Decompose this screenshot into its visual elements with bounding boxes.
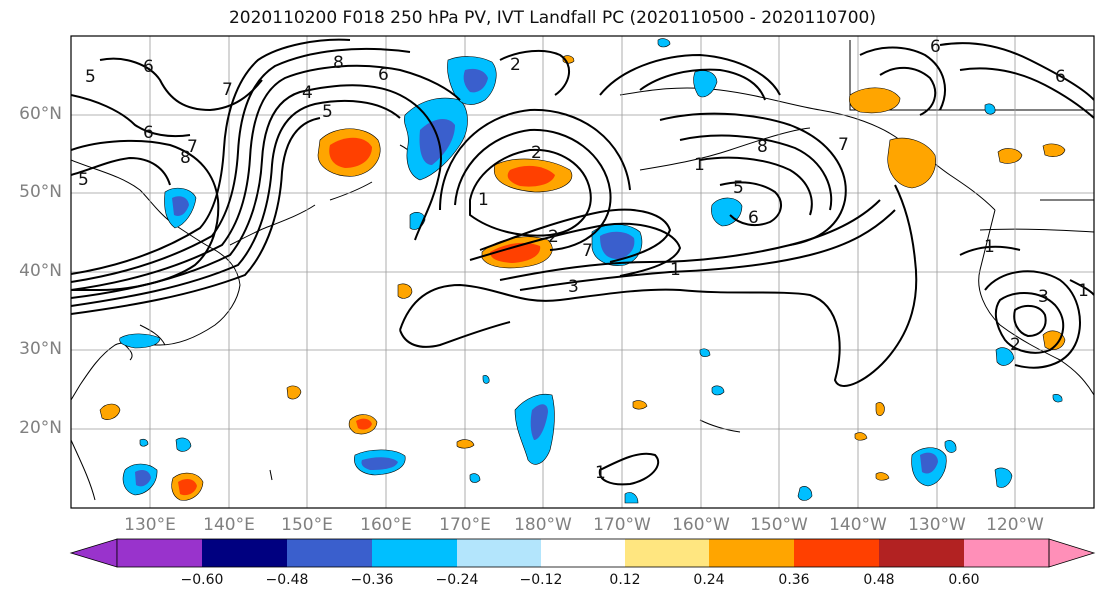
contour-label: 5 xyxy=(733,178,744,198)
contour-label: 7 xyxy=(187,137,198,157)
contour-label: 1 xyxy=(984,237,995,257)
contour-label: 8 xyxy=(180,148,191,168)
colorbar-segment xyxy=(964,539,1049,567)
lat-label-40n: 40°N xyxy=(19,261,62,281)
lat-label-50n: 50°N xyxy=(19,182,62,202)
colorbar-tick-label: −0.36 xyxy=(350,572,394,588)
map-title: 2020110200 F018 250 hPa PV, IVT Landfall… xyxy=(228,8,876,28)
contour-label: 1 xyxy=(478,190,489,210)
lon-label-120w: 120°W xyxy=(986,515,1044,535)
lon-label-170w: 170°W xyxy=(593,515,651,535)
contour-label: 1 xyxy=(670,260,681,280)
lon-label-130e: 130°E xyxy=(124,515,176,535)
contour-label: 4 xyxy=(302,83,313,103)
ivt-contours xyxy=(71,38,1094,486)
contour-label: 6 xyxy=(930,37,941,57)
contour-label: 8 xyxy=(757,137,768,157)
lon-label-140e: 140°E xyxy=(203,515,255,535)
colorbar-tick-label: 0.36 xyxy=(778,572,810,588)
contour-label: 5 xyxy=(85,67,96,87)
lon-label-150w: 150°W xyxy=(750,515,808,535)
colorbar-tick-label: −0.48 xyxy=(265,572,309,588)
colorbar-segment xyxy=(287,539,372,567)
colorbar-segment xyxy=(117,539,202,567)
colorbar-segment xyxy=(625,539,709,567)
colorbar-tick-label: −0.60 xyxy=(180,572,224,588)
contour-label: 1 xyxy=(595,463,606,483)
colorbar-segment xyxy=(541,539,625,567)
contour-label: 2 xyxy=(531,143,542,163)
contour-label: 1 xyxy=(694,155,705,175)
contour-label: 6 xyxy=(143,123,154,143)
contour-label: 6 xyxy=(1055,67,1066,87)
lat-label-20n: 20°N xyxy=(19,418,62,438)
contour-label: 2 xyxy=(510,55,521,75)
colorbar-tick-label: −0.24 xyxy=(435,572,479,588)
colorbar-segment xyxy=(709,539,794,567)
negative-anomalies xyxy=(119,38,1063,504)
colorbar-segment xyxy=(794,539,879,567)
map-frame-border xyxy=(70,35,1095,509)
colorbar-segment xyxy=(372,539,457,567)
colorbar-tick-label: −0.12 xyxy=(519,572,563,588)
colorbar-tick-label: 0.48 xyxy=(863,572,895,588)
contour-label: 7 xyxy=(582,241,593,261)
colorbar-extend-low xyxy=(69,538,118,568)
contour-label: 2 xyxy=(1010,335,1021,355)
colorbar-extend-high xyxy=(1048,538,1096,568)
contour-label: 6 xyxy=(143,57,154,77)
lat-label-30n: 30°N xyxy=(19,339,62,359)
lon-label-180w: 180°W xyxy=(514,515,572,535)
contour-label-group: 4 5 6 8 7 6 8 7 6 5 2 2 1 2 7 1 8 5 6 7 … xyxy=(78,37,1089,483)
contour-label: 3 xyxy=(568,277,579,297)
contour-label: 6 xyxy=(378,65,389,85)
contour-label: 3 xyxy=(1038,287,1049,307)
lat-label-60n: 60°N xyxy=(19,104,62,124)
contour-label: 5 xyxy=(78,170,89,190)
lon-label-170e: 170°E xyxy=(439,515,491,535)
colorbar xyxy=(69,538,1096,568)
lon-label-150e: 150°E xyxy=(281,515,333,535)
contour-label: 5 xyxy=(322,102,333,122)
contour-label: 8 xyxy=(333,53,344,73)
lon-label-160e: 160°E xyxy=(360,515,412,535)
lon-label-140w: 140°W xyxy=(829,515,887,535)
contour-label: 6 xyxy=(748,208,759,228)
positive-anomalies xyxy=(99,55,1066,501)
contour-label: 2 xyxy=(548,227,559,247)
contour-label: 7 xyxy=(838,135,849,155)
coastlines xyxy=(71,40,1094,501)
contour-label: 1 xyxy=(1078,281,1089,301)
colorbar-segment xyxy=(202,539,287,567)
colorbar-tick-label: 0.60 xyxy=(948,572,980,588)
colorbar-segment xyxy=(879,539,964,567)
colorbar-segment xyxy=(457,539,541,567)
lon-label-160w: 160°W xyxy=(672,515,730,535)
colorbar-tick-label: 0.24 xyxy=(693,572,725,588)
colorbar-tick-label: 0.12 xyxy=(609,572,641,588)
colorbar-border xyxy=(116,538,1050,568)
lon-label-130w: 130°W xyxy=(908,515,966,535)
contour-label: 7 xyxy=(222,80,233,100)
